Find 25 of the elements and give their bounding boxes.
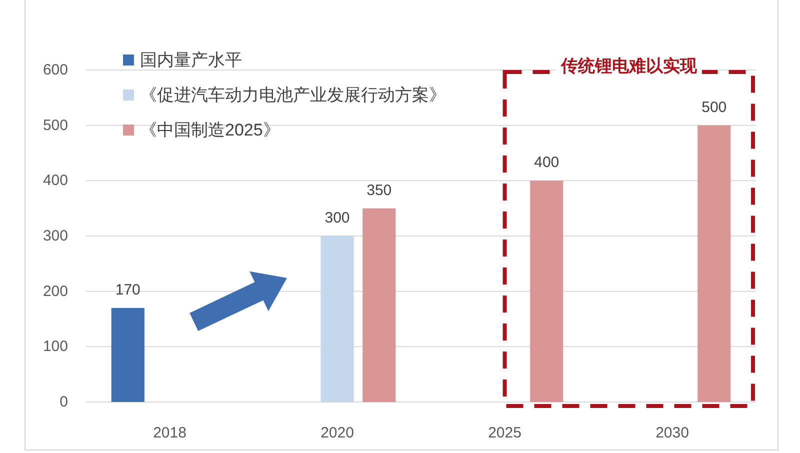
data-label: 500 [702, 98, 727, 116]
legend-label: 《中国制造2025》 [140, 120, 280, 140]
data-label: 300 [324, 210, 350, 226]
y-tick-label: 100 [42, 338, 68, 356]
x-tick-label: 2025 [488, 424, 522, 442]
annotation: 传统锂电难以实现 [560, 56, 698, 76]
legend-label: 国内量产水平 [140, 50, 242, 70]
x-tick-label: 2020 [320, 424, 354, 442]
y-tick-label: 400 [42, 172, 68, 190]
bar [530, 180, 564, 402]
bar [111, 308, 144, 402]
legend-label: 《促进汽车动力电池产业发展行动方案》 [140, 86, 446, 104]
y-tick-label: 200 [42, 282, 68, 300]
y-tick-label: 600 [42, 62, 68, 78]
bar [362, 208, 396, 402]
bar [320, 236, 354, 402]
data-label: 350 [366, 182, 392, 199]
y-tick-label: 300 [42, 228, 68, 244]
data-label: 400 [534, 154, 560, 172]
x-tick-label: 2030 [656, 424, 689, 442]
y-tick-label: 0 [60, 394, 68, 410]
x-tick-label: 2018 [153, 424, 186, 442]
data-label: 170 [115, 281, 140, 298]
y-tick-label: 500 [42, 116, 68, 134]
bar [698, 125, 731, 402]
